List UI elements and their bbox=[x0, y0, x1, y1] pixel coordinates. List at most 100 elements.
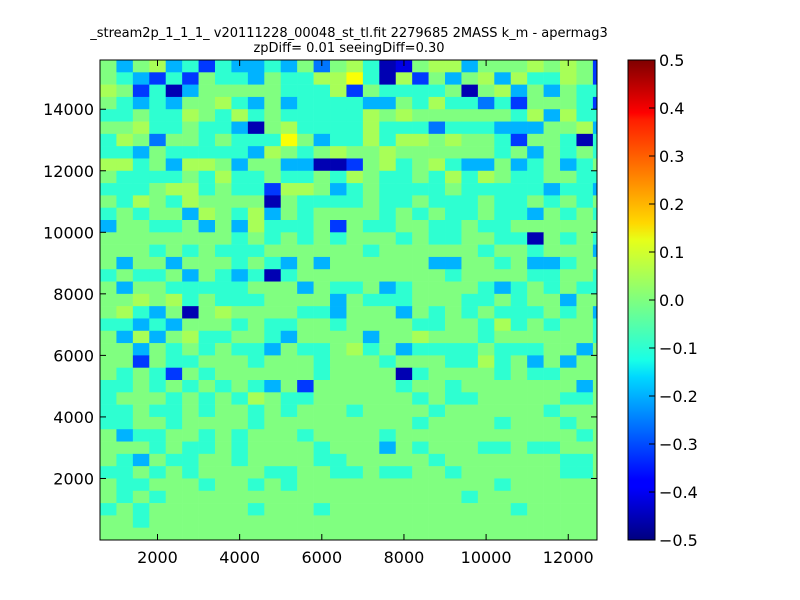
heatmap-cell bbox=[231, 244, 249, 258]
heatmap-cell bbox=[461, 490, 479, 504]
heatmap-cell bbox=[494, 441, 512, 455]
x-tick-label: 2000 bbox=[137, 548, 178, 567]
heatmap-cell bbox=[494, 146, 512, 159]
heatmap-cell bbox=[116, 453, 134, 467]
heatmap-cell bbox=[100, 84, 117, 98]
heatmap-cell bbox=[543, 380, 561, 393]
heatmap-cell bbox=[379, 60, 397, 73]
heatmap-cell bbox=[543, 318, 561, 332]
heatmap-cell bbox=[494, 220, 512, 233]
heatmap-cell bbox=[379, 96, 397, 110]
heatmap-cell bbox=[215, 269, 232, 282]
heatmap-cell bbox=[247, 96, 265, 110]
heatmap-cell bbox=[445, 441, 462, 455]
heatmap-cell bbox=[297, 306, 314, 319]
heatmap-cell bbox=[412, 60, 429, 73]
heatmap-cell bbox=[182, 133, 199, 147]
heatmap-cell bbox=[576, 441, 594, 455]
heatmap-cell bbox=[100, 441, 117, 455]
heatmap-cell bbox=[132, 158, 150, 172]
heatmap-cell bbox=[395, 429, 413, 442]
heatmap-cell bbox=[100, 195, 117, 208]
heatmap-cell bbox=[560, 343, 577, 356]
heatmap-cell bbox=[313, 490, 331, 504]
y-tick-label: 2000 bbox=[53, 469, 94, 488]
heatmap-cell bbox=[149, 466, 167, 479]
heatmap-cell bbox=[461, 256, 479, 270]
heatmap-cell bbox=[264, 306, 282, 319]
heatmap-cell bbox=[198, 109, 216, 122]
heatmap-cell bbox=[510, 404, 528, 418]
heatmap-cell bbox=[116, 256, 134, 270]
heatmap-cell bbox=[461, 367, 479, 381]
heatmap-cell bbox=[461, 429, 479, 442]
heatmap-cell bbox=[165, 109, 183, 122]
heatmap-cell bbox=[165, 404, 183, 418]
heatmap-cell bbox=[297, 84, 314, 98]
heatmap-cell bbox=[477, 453, 495, 467]
heatmap-cell bbox=[182, 466, 199, 479]
heatmap-cell bbox=[215, 72, 232, 85]
heatmap-cell bbox=[182, 183, 199, 196]
heatmap-cell bbox=[247, 367, 265, 381]
heatmap-cell bbox=[264, 269, 282, 282]
heatmap-cell bbox=[116, 195, 134, 208]
heatmap-cell bbox=[132, 429, 150, 442]
heatmap-cell bbox=[182, 441, 199, 455]
heatmap-cell bbox=[560, 232, 577, 245]
heatmap-cell bbox=[543, 281, 561, 295]
heatmap-cell bbox=[527, 158, 544, 172]
heatmap-cell bbox=[264, 367, 282, 381]
heatmap-cell bbox=[149, 330, 167, 344]
y-tick-label: 8000 bbox=[53, 285, 94, 304]
heatmap-cell bbox=[510, 355, 528, 368]
heatmap-cell bbox=[543, 207, 561, 221]
heatmap-cell bbox=[543, 392, 561, 405]
heatmap-cell bbox=[280, 146, 298, 159]
heatmap-cell bbox=[330, 158, 347, 172]
heatmap-cell bbox=[576, 343, 594, 356]
heatmap-cell bbox=[231, 256, 249, 270]
heatmap-cell bbox=[297, 158, 314, 172]
heatmap-cell bbox=[297, 453, 314, 467]
heatmap-cell bbox=[510, 96, 528, 110]
heatmap-cell bbox=[510, 429, 528, 442]
heatmap-cell bbox=[346, 293, 364, 307]
heatmap-cell bbox=[165, 503, 183, 516]
heatmap-cell bbox=[165, 527, 183, 541]
heatmap-cell bbox=[198, 195, 216, 208]
heatmap-cell bbox=[445, 269, 462, 282]
heatmap-cell bbox=[264, 330, 282, 344]
heatmap-cell bbox=[527, 72, 544, 85]
heatmap-cell bbox=[395, 441, 413, 455]
heatmap-cell bbox=[182, 60, 199, 73]
heatmap-cell bbox=[231, 306, 249, 319]
heatmap-cell bbox=[527, 96, 544, 110]
heatmap-cell bbox=[560, 380, 577, 393]
heatmap-cell bbox=[116, 503, 134, 516]
heatmap-cell bbox=[280, 72, 298, 85]
heatmap-cell bbox=[543, 220, 561, 233]
heatmap-cell bbox=[412, 195, 429, 208]
heatmap-cell bbox=[346, 330, 364, 344]
heatmap-cell bbox=[592, 183, 598, 196]
heatmap-cell bbox=[576, 318, 594, 332]
heatmap-cell bbox=[379, 306, 397, 319]
heatmap-cell bbox=[280, 380, 298, 393]
heatmap-cell bbox=[198, 318, 216, 332]
heatmap-cell bbox=[477, 478, 495, 492]
heatmap-cell bbox=[297, 293, 314, 307]
heatmap-cell bbox=[560, 515, 577, 528]
heatmap-cell bbox=[527, 146, 544, 159]
colorbar-tick-label: −0.3 bbox=[659, 435, 698, 454]
heatmap-cell bbox=[461, 515, 479, 528]
heatmap-cell bbox=[149, 527, 167, 541]
heatmap-cell bbox=[280, 441, 298, 455]
heatmap-cell bbox=[576, 281, 594, 295]
heatmap-cell bbox=[182, 244, 199, 258]
heatmap-cell bbox=[330, 207, 347, 221]
heatmap-cell bbox=[247, 416, 265, 430]
heatmap-cell bbox=[132, 109, 150, 122]
heatmap-cell bbox=[362, 478, 380, 492]
heatmap-cell bbox=[346, 269, 364, 282]
